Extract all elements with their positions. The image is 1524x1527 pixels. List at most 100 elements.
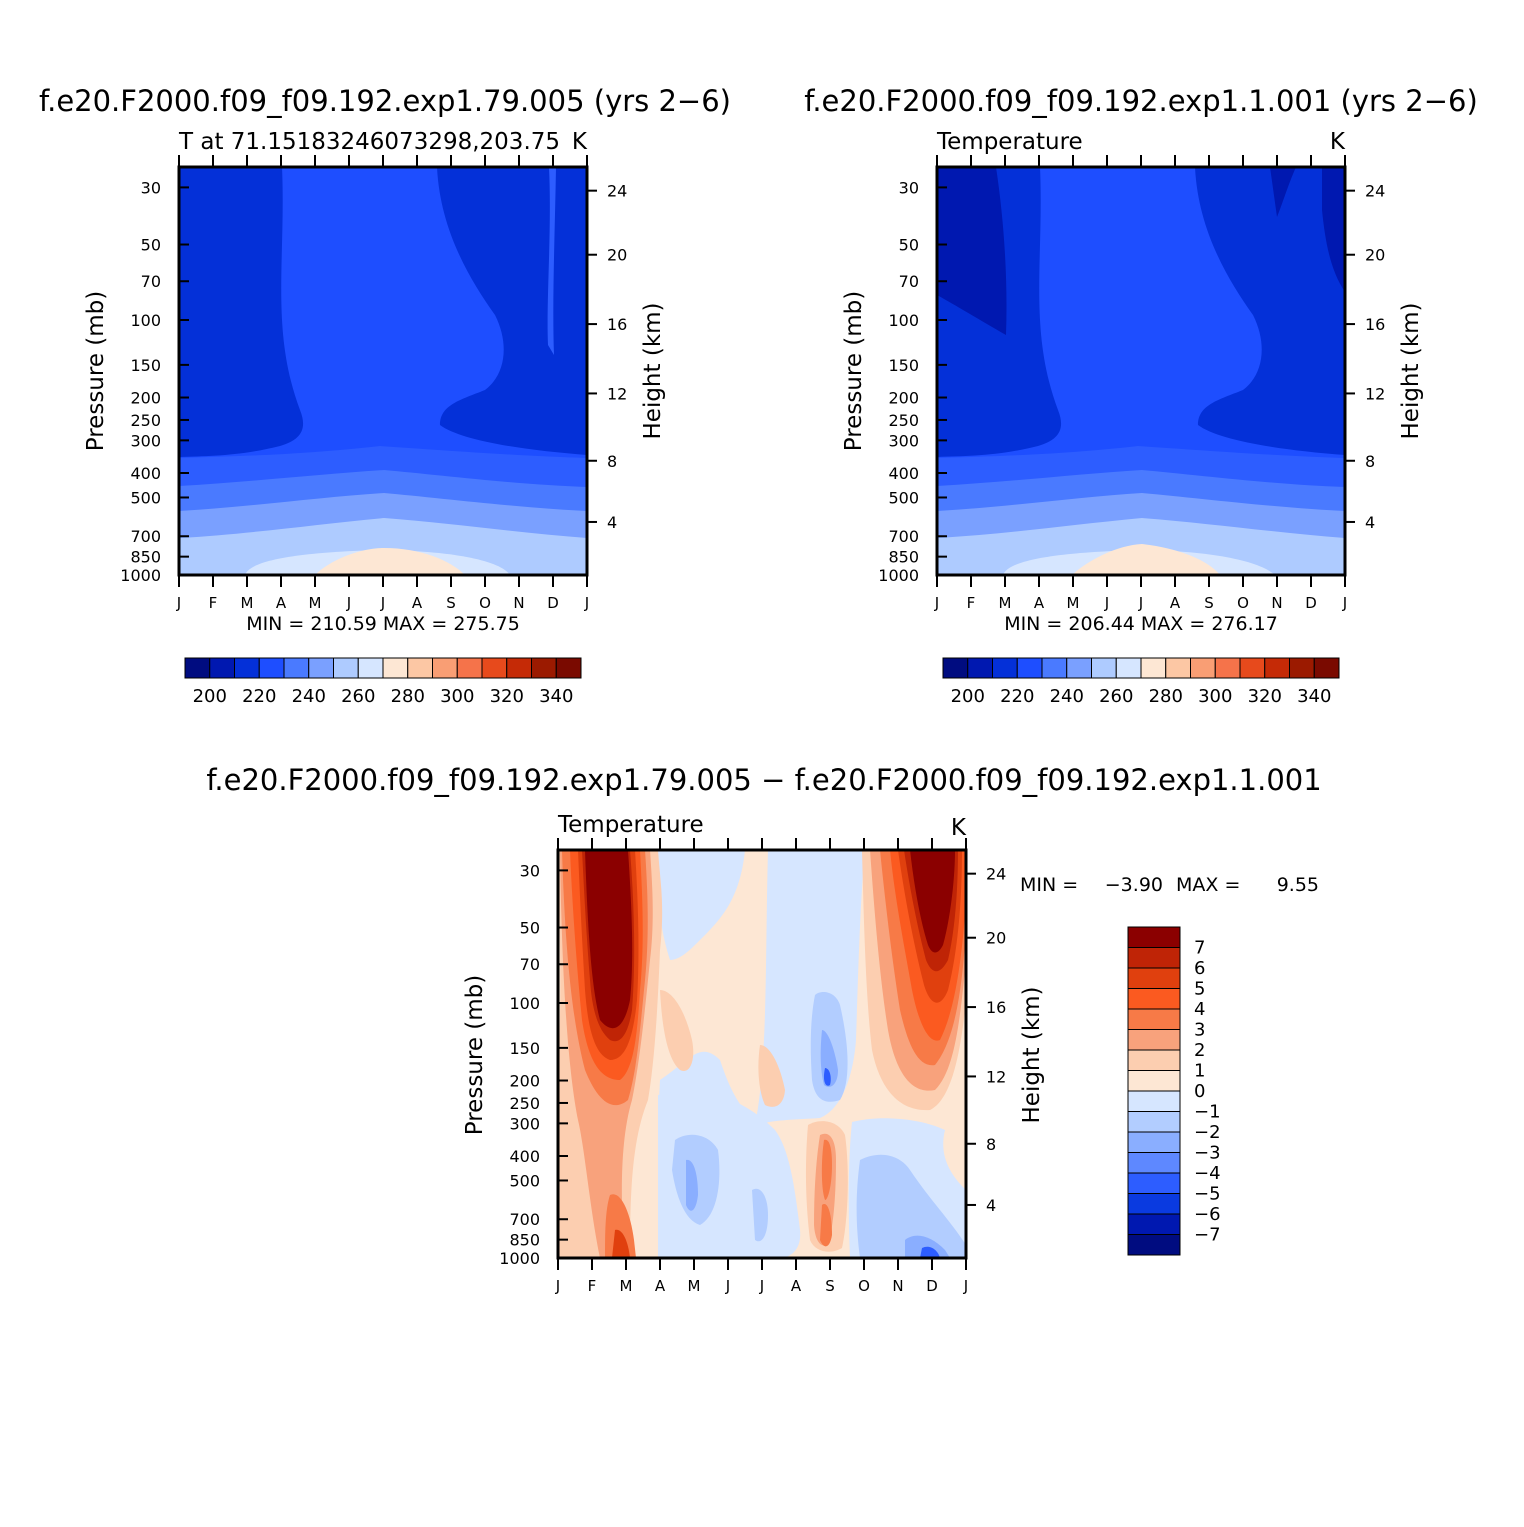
month-tick-label: N <box>892 1277 903 1295</box>
colorbar-label: −6 <box>1194 1204 1221 1225</box>
month-tick-label: O <box>1237 594 1249 612</box>
band-230-240 <box>547 167 556 355</box>
colorbar-label: −5 <box>1194 1184 1221 1205</box>
month-tick-label: J <box>346 594 351 612</box>
height-tick-label: 12 <box>1365 384 1385 403</box>
band-210-220 <box>1195 167 1345 455</box>
height-tick-label: 16 <box>607 315 627 334</box>
band-neg1-0 <box>655 850 745 960</box>
colorbar-swatch <box>1016 657 1043 679</box>
max-value: 9.55 <box>1277 874 1319 896</box>
pressure-tick-label: 500 <box>888 488 919 507</box>
contour-field <box>937 167 1345 575</box>
y-axis-label: Pressure (mb) <box>841 291 867 451</box>
pressure-tick-label: 250 <box>130 411 161 430</box>
pressure-tick-label: 850 <box>888 548 919 567</box>
colorbar-swatch <box>555 657 582 679</box>
colorbar-swatch <box>283 657 310 679</box>
contour-field <box>558 850 966 1258</box>
pressure-tick-label: 400 <box>509 1147 540 1166</box>
pressure-tick-label: 500 <box>509 1171 540 1190</box>
pressure-tick-label: 700 <box>130 527 161 546</box>
colorbar-label: −3 <box>1194 1143 1221 1164</box>
month-tick-label: J <box>584 594 589 612</box>
colorbar-swatch <box>308 657 334 679</box>
pressure-tick-label: 400 <box>130 464 161 483</box>
panel-subtitle: Temperature <box>936 129 1083 155</box>
colorbar-label: 320 <box>490 686 524 707</box>
colorbar-label: 200 <box>951 686 985 707</box>
colorbar-swatch <box>1127 1070 1181 1092</box>
pressure-tick-label: 300 <box>130 431 161 450</box>
min-max-readout: MIN = 206.44 MAX = 276.17 <box>1004 613 1278 635</box>
colorbar-swatch <box>1127 1049 1181 1071</box>
colorbar-swatch <box>258 657 285 679</box>
colorbar-label: 5 <box>1194 979 1205 1000</box>
colorbar-swatch <box>1127 1131 1181 1153</box>
month-tick-label: J <box>1342 594 1347 612</box>
month-tick-label: A <box>655 1277 666 1295</box>
panel-model-a: f.e20.F2000.f09_f09.192.exp1.79.005 (yrs… <box>39 84 731 707</box>
month-tick-label: M <box>999 594 1012 612</box>
height-tick-label: 16 <box>986 998 1006 1017</box>
colorbar-label: 260 <box>341 686 375 707</box>
colorbar-swatch <box>1127 1029 1181 1051</box>
colorbar-swatch <box>1214 657 1241 679</box>
pressure-tick-label: 30 <box>520 861 540 880</box>
pressure-tick-label: 300 <box>509 1114 540 1133</box>
colorbar-label: 300 <box>440 686 474 707</box>
colorbar-swatch <box>992 657 1018 679</box>
pressure-tick-label: 400 <box>888 464 919 483</box>
colorbar-label: 340 <box>1297 686 1331 707</box>
height-axis-ticks: 24 20 16 12 8 4 <box>587 182 627 532</box>
pressure-tick-label: 70 <box>141 272 161 291</box>
band-200-210 <box>1270 167 1296 217</box>
height-tick-label: 4 <box>607 513 617 532</box>
colorbar-swatch <box>1066 657 1092 679</box>
band-200-210 <box>1322 167 1345 292</box>
colorbar-swatch <box>1239 657 1266 679</box>
y-axis-label: Pressure (mb) <box>462 975 488 1135</box>
colorbar-swatch <box>506 657 532 679</box>
height-tick-label: 12 <box>607 384 627 403</box>
pressure-tick-label: 250 <box>888 411 919 430</box>
month-tick-label: J <box>1104 594 1109 612</box>
pressure-tick-label: 150 <box>130 356 161 375</box>
pressure-tick-label: 700 <box>509 1210 540 1229</box>
band-neg5-neg4 <box>920 1246 940 1258</box>
band-neg2-neg1 <box>856 1154 966 1258</box>
colorbar-swatch <box>382 657 409 679</box>
band-neg3-neg2 <box>686 1159 698 1211</box>
colorbar-swatch <box>1190 657 1216 679</box>
colorbar-swatch <box>1127 988 1181 1010</box>
pressure-tick-label: 200 <box>130 389 161 408</box>
month-tick-label: A <box>1170 594 1181 612</box>
y-axis-label: Pressure (mb) <box>83 291 109 451</box>
colorbar-swatch <box>1127 1172 1181 1194</box>
pressure-tick-label: 150 <box>888 356 919 375</box>
units-label: K <box>951 815 967 841</box>
height-axis-ticks: 24 20 16 12 8 4 <box>1345 182 1385 532</box>
month-tick-label: J <box>1138 594 1143 612</box>
month-tick-label: J <box>380 594 385 612</box>
month-tick-label: F <box>209 594 218 612</box>
month-tick-label: M <box>241 594 254 612</box>
colorbar-label: 0 <box>1194 1081 1205 1102</box>
colorbar-label: 240 <box>1050 686 1084 707</box>
month-tick-label: A <box>1034 594 1045 612</box>
month-tick-label: J <box>934 594 939 612</box>
month-tick-label: J <box>759 1277 764 1295</box>
colorbar-swatch <box>1041 657 1068 679</box>
month-tick-label: N <box>513 594 524 612</box>
colorbar: 200 220 240 260 280 300 320 340 <box>942 657 1340 707</box>
month-tick-label: A <box>791 1277 802 1295</box>
colorbar-swatch <box>1127 967 1181 989</box>
colorbar-swatch <box>1289 657 1315 679</box>
colorbar-swatch <box>1091 657 1117 679</box>
panel-subtitle: T at 71.15183246073298,203.75 <box>178 129 560 155</box>
y-axis-label-right: Height (km) <box>640 302 666 439</box>
colorbar-swatch <box>407 657 433 679</box>
